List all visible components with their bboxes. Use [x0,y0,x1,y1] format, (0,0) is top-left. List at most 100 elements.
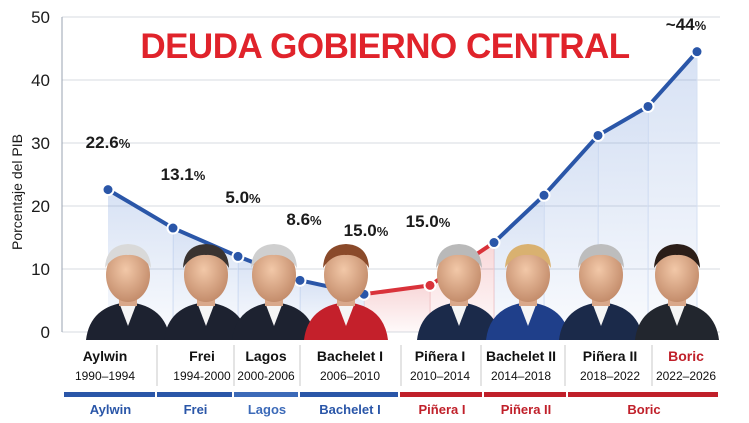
term-bar-label: Bachelet I [319,402,380,417]
y-axis-label: Porcentaje del PIB [9,134,25,250]
term-bar-label: Lagos [248,402,286,417]
data-point [487,236,501,250]
term-legend-bar: Aylwin Frei Lagos Bachelet I Piñera I Piñera … [64,392,718,417]
data-point [690,45,704,59]
portrait-face [579,248,623,302]
president-portrait [304,244,388,340]
y-tick-label: 10 [31,260,50,279]
portrait-hair [323,244,369,268]
data-point [591,128,605,142]
president-portrait [559,244,643,340]
president-term-years: 1990–1994 [75,369,135,383]
president-term-years: 2010–2014 [410,369,470,383]
portrait-face [655,248,699,302]
data-point [101,183,115,197]
portrait-collar [593,305,609,326]
portrait-collar [120,305,136,326]
data-point [537,188,551,202]
term-bar-label: Boric [627,402,660,417]
president-portrait [417,244,501,340]
series-line-segment [542,133,600,198]
term-bar-segment [234,392,298,397]
president-portraits [86,244,719,340]
term-bar-segment [64,392,155,397]
president-name: Aylwin [83,348,128,364]
data-labels: 22.6% 13.1% 5.0% 8.6% 15.0% 15.0% ~44% [86,15,707,240]
portrait-hair [183,244,229,268]
data-label: 5.0% [225,188,261,207]
series-points [101,45,704,301]
y-tick-label: 20 [31,197,50,216]
data-label: 13.1% [161,165,206,184]
term-bar-label: Piñera II [501,402,552,417]
data-label: 15.0% [406,212,451,231]
series-line-segment [492,193,546,245]
term-bar-segment [484,392,566,397]
series-line-segment [171,226,240,259]
portrait-face [437,248,481,302]
president-name: Piñera I [415,348,466,364]
portrait-face [324,248,368,302]
portrait-collar [338,305,354,326]
portrait-face [184,248,228,302]
portrait-face [506,248,550,302]
portrait-face [106,248,150,302]
y-tick-label: 50 [31,8,50,27]
portrait-collar [451,305,467,326]
data-label: 15.0% [344,221,389,240]
president-name: Bachelet II [486,348,556,364]
president-names: Aylwin 1990–1994 Frei 1994-2000 Lagos 2000-20… [75,345,716,386]
president-term-years: 2022–2026 [656,369,716,383]
series-line-segment [362,283,432,297]
data-point [423,278,437,292]
portrait-face [252,248,296,302]
portrait-hair [505,244,551,268]
data-label: 22.6% [86,133,131,152]
portrait-hair [654,244,700,268]
term-bar-label: Frei [184,402,208,417]
term-bar-segment [568,392,718,397]
term-bar-segment [300,392,398,397]
term-bar-segment [400,392,482,397]
president-name: Frei [189,348,215,364]
term-bar-label: Piñera I [419,402,466,417]
term-bar-label: Aylwin [90,402,131,417]
term-bar-segment [157,392,232,397]
series-line-segment [596,104,650,138]
series-line-segment [646,49,699,109]
president-term-years: 2000-2006 [237,369,295,383]
portrait-hair [578,244,624,268]
data-point [293,273,307,287]
president-portrait [635,244,719,340]
y-tick-label: 30 [31,134,50,153]
data-point [166,221,180,235]
portrait-collar [520,305,536,326]
president-name: Lagos [245,348,286,364]
portrait-collar [669,305,685,326]
data-point [231,249,245,263]
data-label: 8.6% [286,210,322,229]
chart-title: DEUDA GOBIERNO CENTRAL [140,27,629,66]
president-name: Bachelet I [317,348,383,364]
president-term-years: 2006–2010 [320,369,380,383]
president-term-years: 2014–2018 [491,369,551,383]
portrait-collar [198,305,214,326]
series-line-segment [106,187,175,231]
y-tick-label: 0 [41,323,50,342]
portrait-hair [105,244,151,268]
president-portrait [486,244,570,340]
president-name: Boric [668,348,704,364]
data-point [641,99,655,113]
y-axis-ticks: 0 10 20 30 40 50 [31,8,50,342]
president-portrait [86,244,170,340]
president-name: Piñera II [583,348,637,364]
president-portrait [164,244,248,340]
y-tick-label: 40 [31,71,50,90]
data-label: ~44% [666,15,707,34]
president-portrait [232,244,316,340]
president-term-years: 1994-2000 [173,369,231,383]
portrait-hair [436,244,482,268]
portrait-hair [251,244,297,268]
president-term-years: 2018–2022 [580,369,640,383]
